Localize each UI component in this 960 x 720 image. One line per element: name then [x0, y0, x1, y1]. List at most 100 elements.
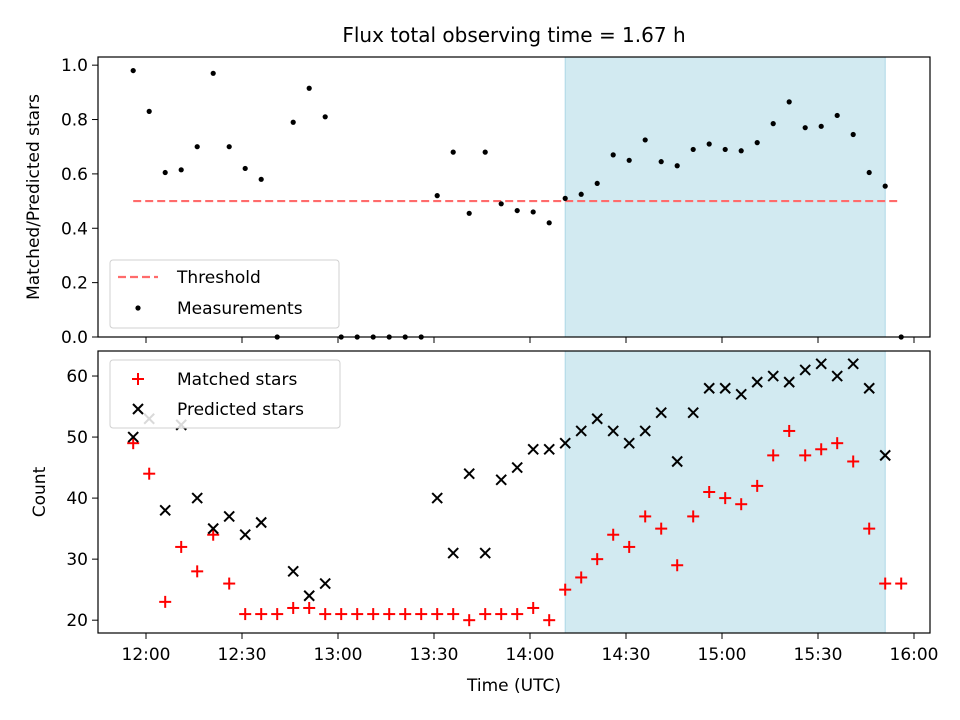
- measurements-point: [514, 207, 520, 214]
- measurements-point: [610, 152, 616, 158]
- measurements-point: [834, 112, 840, 119]
- measurements-point: [178, 167, 184, 173]
- predicted-stars-point: [255, 516, 267, 529]
- axes-frame: [97, 56, 931, 338]
- x-tick-label: 12:30: [218, 645, 267, 665]
- matched-stars-point: [767, 449, 780, 462]
- x-tick-label: 15:30: [794, 645, 843, 665]
- y-tick-label: 0.0: [61, 328, 88, 348]
- predicted-stars-point: [655, 406, 667, 419]
- measurements-point: [818, 123, 824, 129]
- measurements-point: [770, 121, 776, 127]
- matched-stars-point: [319, 608, 332, 621]
- matched-stars-point: [399, 608, 412, 621]
- matched-stars-point: [703, 486, 716, 498]
- measurements-point: [194, 144, 200, 150]
- legend-threshold-label: Threshold: [176, 268, 261, 288]
- matched-stars-point: [543, 614, 556, 627]
- predicted-stars-point: [735, 388, 747, 401]
- predicted-stars-point: [767, 370, 779, 382]
- matched-stars-point: [895, 577, 908, 590]
- predicted-stars-point: [815, 358, 827, 370]
- matched-stars-point: [223, 577, 236, 590]
- predicted-stars-point: [799, 364, 811, 376]
- y-tick-label: 30: [66, 550, 88, 570]
- measurements-point: [306, 85, 312, 91]
- measurements-point: [450, 149, 456, 155]
- measurements-point: [530, 209, 536, 215]
- predicted-stars-point: [511, 461, 523, 474]
- matched-stars-point: [191, 565, 204, 578]
- predicted-stars-point: [447, 547, 459, 559]
- predicted-stars-point: [751, 376, 763, 388]
- predicted-stars-point: [639, 425, 651, 437]
- legend-measurements-swatch: [135, 305, 141, 311]
- predicted-stars-point: [575, 425, 587, 437]
- y-tick-label: 0.4: [61, 219, 88, 239]
- matched-stars-point: [591, 553, 604, 566]
- matched-stars-point: [527, 601, 540, 614]
- matched-stars-point: [367, 608, 380, 621]
- axes-frame: [97, 350, 931, 634]
- legend-matched-label: Matched stars: [177, 370, 297, 390]
- matched-stars-point: [255, 608, 268, 621]
- y-tick-label: 0.6: [61, 165, 88, 185]
- predicted-stars-point: [479, 547, 491, 559]
- x-tick-label: 12:00: [122, 645, 171, 665]
- predicted-stars-point: [831, 370, 843, 382]
- matched-stars-point: [607, 528, 620, 541]
- predicted-stars-point: [559, 437, 571, 449]
- y-axis-label: Count: [30, 466, 50, 517]
- measurements-point: [882, 183, 888, 189]
- matched-stars-point: [799, 449, 812, 462]
- matched-stars-point: [687, 510, 700, 523]
- x-axis-label: Time (UTC): [466, 676, 561, 696]
- predicted-stars-point: [287, 565, 299, 578]
- x-tick-label: 14:30: [602, 645, 651, 665]
- predicted-stars-point: [543, 443, 555, 455]
- y-axis-label: Matched/Predicted stars: [24, 94, 44, 300]
- y-tick-label: 50: [66, 428, 88, 448]
- matched-stars-point: [495, 608, 508, 621]
- matched-stars-point: [751, 479, 764, 492]
- matched-stars-point: [143, 467, 156, 480]
- legend-predicted-swatch: [132, 403, 144, 415]
- predicted-stars-point: [495, 474, 507, 486]
- measurements-point: [162, 169, 168, 176]
- predicted-stars-point: [671, 455, 683, 468]
- y-tick-label: 1.0: [61, 56, 88, 76]
- predicted-stars-point: [607, 425, 619, 437]
- predicted-stars-point: [687, 406, 699, 419]
- measurements-point: [626, 157, 632, 163]
- measurements-point: [722, 146, 728, 153]
- plot-area: [127, 358, 908, 627]
- matched-stars-point: [351, 608, 364, 621]
- predicted-stars-point: [847, 358, 859, 370]
- matched-stars-point: [479, 608, 492, 621]
- matched-stars-point: [783, 424, 796, 437]
- predicted-stars-point: [623, 437, 635, 449]
- matched-stars-point: [447, 608, 460, 621]
- measurements-point: [130, 67, 136, 74]
- predicted-stars-point: [159, 504, 171, 517]
- matched-stars-point: [671, 559, 684, 572]
- matched-stars-point: [831, 437, 844, 450]
- measurements-point: [210, 70, 216, 76]
- predicted-stars-point: [463, 467, 475, 480]
- x-tick-label: 15:00: [698, 645, 747, 665]
- matched-stars-point: [271, 608, 284, 621]
- predicted-stars-point: [879, 449, 891, 462]
- measurements-point: [466, 210, 472, 216]
- measurements-point: [434, 193, 440, 199]
- matched-stars-point: [127, 437, 140, 450]
- matched-stars-point: [335, 608, 348, 621]
- measurements-point: [674, 163, 680, 169]
- measurements-point: [738, 148, 744, 154]
- x-axis: [145, 337, 915, 343]
- predicted-stars-point: [431, 492, 443, 504]
- legend-measurements-label: Measurements: [177, 299, 303, 319]
- matched-stars-point: [879, 577, 892, 590]
- matched-stars-point: [655, 522, 668, 535]
- measurements-point: [258, 176, 264, 182]
